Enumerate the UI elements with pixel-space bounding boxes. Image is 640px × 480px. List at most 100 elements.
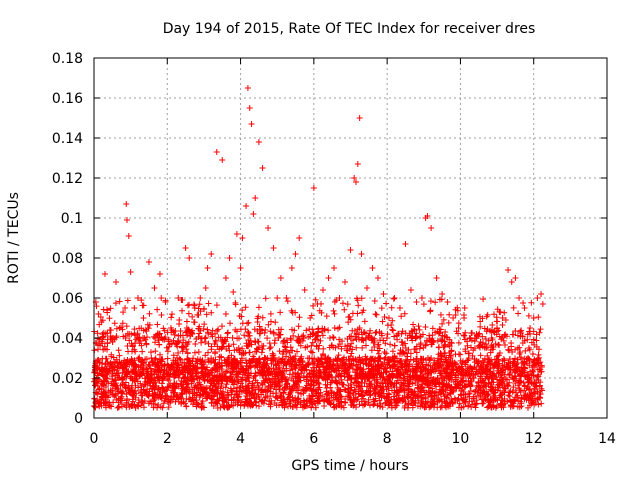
x-tick-label: 0 [90, 431, 99, 447]
data-point [380, 291, 387, 297]
data-point [244, 85, 251, 91]
x-tick-label: 8 [383, 431, 392, 447]
data-point [444, 299, 451, 305]
data-point [439, 291, 446, 297]
data-point [385, 315, 392, 321]
data-point [197, 295, 204, 301]
data-point [494, 325, 501, 331]
data-point [512, 275, 519, 281]
data-point [116, 325, 123, 331]
data-point [230, 289, 237, 295]
data-point [283, 295, 290, 301]
data-point [182, 245, 189, 251]
data-point [450, 315, 457, 321]
data-point [539, 301, 546, 307]
y-axis-title: ROTI / TECUs [6, 192, 22, 284]
data-point [374, 275, 381, 281]
data-point [156, 271, 163, 277]
data-point [265, 225, 272, 231]
data-point [222, 275, 229, 281]
data-point [331, 265, 338, 271]
data-point [101, 271, 108, 277]
y-axis: 0 0.02 0.04 0.06 0.08 0.1 0.12 0.14 0.16 0.18 [52, 51, 607, 427]
data-point [255, 139, 262, 145]
x-axis: 0 2 4 6 8 10 12 14 [90, 58, 616, 447]
data-point [461, 315, 468, 321]
plot-border [93, 57, 608, 419]
data-point [131, 305, 138, 311]
data-point [391, 295, 398, 301]
data-point [125, 233, 132, 239]
data-point [310, 185, 317, 191]
data-point [140, 315, 147, 321]
y-tick-label: 0.16 [52, 91, 83, 107]
data-point [325, 275, 332, 281]
x-tick-label: 12 [525, 431, 543, 447]
y-tick-label: 0 [74, 411, 83, 427]
data-point [288, 265, 295, 271]
x-tick-label: 4 [236, 431, 245, 447]
data-point [219, 157, 226, 163]
data-point [508, 279, 515, 285]
data-point [145, 259, 152, 265]
x-axis-title: GPS time / hours [291, 458, 408, 474]
y-tick-label: 0.02 [52, 371, 83, 387]
data-point [455, 325, 462, 331]
data-point [505, 267, 512, 273]
data-point [352, 179, 359, 185]
data-series-roti [92, 85, 546, 351]
data-point [252, 195, 259, 201]
data-point [418, 295, 425, 301]
data-point [347, 247, 354, 253]
data-point [527, 325, 534, 331]
data-point [134, 295, 141, 301]
data-point [274, 295, 281, 301]
data-point [369, 265, 376, 271]
data-point [488, 335, 495, 341]
data-point [428, 225, 435, 231]
x-tick-label: 2 [163, 431, 172, 447]
chart-title: Day 194 of 2015, Rate Of TEC Index for r… [163, 21, 536, 37]
data-point [521, 305, 528, 311]
data-point [277, 275, 284, 281]
data-point [270, 245, 277, 251]
y-tick-label: 0.12 [52, 171, 83, 187]
data-point [226, 255, 233, 261]
data-point [107, 335, 114, 341]
x-tick-label: 14 [598, 431, 616, 447]
data-point [530, 315, 537, 321]
data-point [342, 279, 349, 285]
data-point [208, 251, 215, 257]
data-point [307, 315, 314, 321]
data-point [407, 287, 414, 293]
data-point [259, 165, 266, 171]
data-point [151, 285, 158, 291]
data-point [123, 201, 130, 207]
y-tick-label: 0.18 [52, 51, 83, 67]
data-point [356, 115, 363, 121]
data-point [413, 299, 420, 305]
data-point [202, 285, 209, 291]
data-point [186, 255, 193, 261]
data-point [466, 335, 473, 341]
data-point [433, 275, 440, 281]
data-point [363, 285, 370, 291]
data-point [250, 211, 257, 217]
data-point [292, 251, 299, 257]
data-point [112, 279, 119, 285]
x-tick-label: 6 [309, 431, 318, 447]
y-tick-label: 0.08 [52, 251, 83, 267]
data-point [95, 311, 102, 317]
data-point [320, 287, 327, 293]
data-point [314, 301, 321, 307]
y-tick-label: 0.14 [52, 131, 83, 147]
data-point [538, 291, 545, 297]
data-point [213, 149, 220, 155]
data-point [499, 315, 506, 321]
data-point [204, 265, 211, 271]
data-point [167, 325, 174, 331]
data-point [296, 235, 303, 241]
data-point [477, 339, 484, 345]
data-point [336, 295, 343, 301]
